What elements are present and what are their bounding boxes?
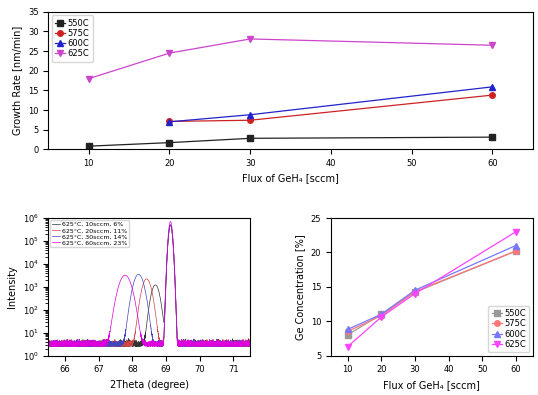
Y-axis label: Ge Concentration [%]: Ge Concentration [%]: [295, 234, 305, 340]
625°C, 10sccm, 6%: [167, 222, 174, 227]
625°C, 30sccm, 14%: [247, 343, 253, 348]
625C: [489, 43, 495, 48]
625°C, 10sccm, 6%: [192, 343, 199, 348]
Line: 625°C, 60sccm, 23%: 625°C, 60sccm, 23%: [48, 222, 250, 346]
600C: [412, 288, 418, 293]
625C: [166, 51, 173, 55]
600C: [344, 327, 351, 332]
625°C, 10sccm, 6%: [141, 338, 147, 342]
Y-axis label: Growth Rate [nm/min]: Growth Rate [nm/min]: [12, 26, 23, 135]
625°C, 30sccm, 14%: [130, 282, 137, 287]
Line: 625°C, 10sccm, 6%: 625°C, 10sccm, 6%: [48, 225, 250, 346]
Line: 575C: 575C: [345, 248, 519, 334]
Line: 600C: 600C: [167, 84, 495, 124]
600C: [247, 113, 253, 117]
625C: [412, 291, 418, 296]
575C: [344, 329, 351, 334]
625°C, 20sccm, 11%: [141, 279, 147, 284]
625C: [86, 76, 92, 81]
625°C, 10sccm, 6%: [231, 339, 237, 343]
625°C, 10sccm, 6%: [247, 340, 253, 345]
Line: 625°C, 20sccm, 11%: 625°C, 20sccm, 11%: [48, 225, 250, 346]
625°C, 20sccm, 11%: [167, 222, 174, 227]
625C: [378, 315, 385, 320]
Line: 550C: 550C: [345, 248, 519, 338]
625C: [513, 229, 519, 234]
600C: [513, 243, 519, 248]
625°C, 20sccm, 11%: [132, 332, 138, 337]
625°C, 30sccm, 14%: [45, 344, 52, 349]
550C: [513, 249, 519, 254]
625°C, 60sccm, 23%: [231, 343, 237, 348]
550C: [378, 312, 385, 317]
625C: [344, 344, 351, 349]
575C: [247, 118, 253, 122]
550C: [247, 136, 253, 141]
625°C, 30sccm, 14%: [167, 222, 174, 227]
625°C, 60sccm, 23%: [192, 341, 199, 346]
600C: [166, 119, 173, 124]
575C: [513, 249, 519, 254]
625°C, 20sccm, 11%: [192, 342, 199, 347]
625°C, 30sccm, 14%: [241, 342, 247, 347]
625°C, 10sccm, 6%: [130, 343, 137, 348]
X-axis label: Flux of GeH₄ [sccm]: Flux of GeH₄ [sccm]: [242, 173, 339, 184]
550C: [166, 140, 173, 145]
X-axis label: 2Theta (degree): 2Theta (degree): [110, 380, 189, 390]
625°C, 60sccm, 23%: [247, 342, 253, 347]
625°C, 20sccm, 11%: [241, 340, 247, 344]
625°C, 20sccm, 11%: [53, 344, 60, 349]
625°C, 60sccm, 23%: [241, 342, 247, 347]
550C: [86, 144, 92, 149]
625°C, 20sccm, 11%: [45, 343, 52, 348]
625°C, 20sccm, 11%: [247, 342, 253, 347]
Line: 575C: 575C: [167, 92, 495, 124]
625°C, 60sccm, 23%: [141, 342, 147, 347]
625°C, 60sccm, 23%: [132, 297, 138, 302]
575C: [166, 119, 173, 124]
625°C, 30sccm, 14%: [132, 277, 138, 282]
575C: [378, 313, 385, 318]
Line: 625°C, 30sccm, 14%: 625°C, 30sccm, 14%: [48, 225, 250, 346]
Line: 600C: 600C: [345, 243, 519, 332]
625°C, 30sccm, 14%: [192, 343, 199, 348]
625°C, 30sccm, 14%: [141, 284, 147, 289]
625C: [247, 37, 253, 41]
Legend: 550C, 575C, 600C, 625C: 550C, 575C, 600C, 625C: [52, 15, 93, 62]
625°C, 30sccm, 14%: [88, 344, 95, 349]
625°C, 20sccm, 11%: [130, 340, 137, 344]
550C: [489, 135, 495, 139]
575C: [412, 289, 418, 294]
625°C, 30sccm, 14%: [231, 344, 237, 348]
Line: 625C: 625C: [86, 36, 495, 81]
Y-axis label: Intensity: Intensity: [7, 265, 17, 308]
600C: [489, 85, 495, 89]
625°C, 60sccm, 23%: [167, 219, 174, 224]
X-axis label: Flux of GeH₄ [sccm]: Flux of GeH₄ [sccm]: [383, 380, 480, 390]
Line: 625C: 625C: [345, 229, 519, 349]
625°C, 60sccm, 23%: [130, 290, 137, 295]
625°C, 20sccm, 11%: [231, 342, 237, 346]
625°C, 10sccm, 6%: [241, 344, 247, 348]
600C: [378, 312, 385, 317]
550C: [344, 333, 351, 337]
625°C, 60sccm, 23%: [233, 344, 239, 349]
575C: [489, 93, 495, 98]
625°C, 60sccm, 23%: [45, 340, 52, 344]
Line: 550C: 550C: [86, 134, 495, 149]
625°C, 10sccm, 6%: [45, 340, 52, 344]
625°C, 10sccm, 6%: [132, 343, 138, 348]
550C: [412, 290, 418, 295]
625°C, 10sccm, 6%: [187, 344, 194, 349]
Legend: 550C, 575C, 600C, 625C: 550C, 575C, 600C, 625C: [489, 306, 529, 352]
Legend: 625°C, 10sccm, 6%, 625°C, 20sccm, 11%, 625°C, 30sccm, 14%, 625°C, 60sccm, 23%: 625°C, 10sccm, 6%, 625°C, 20sccm, 11%, 6…: [50, 220, 129, 247]
